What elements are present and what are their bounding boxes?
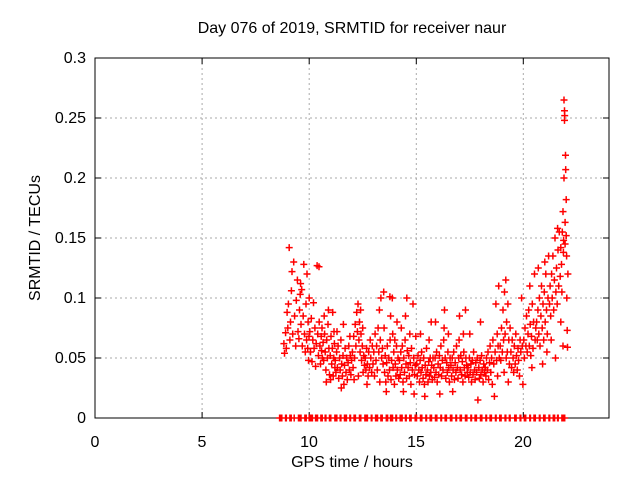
x-tick-label-5: 5: [198, 434, 207, 451]
scatter-series: [280, 96, 572, 404]
chart-title: Day 076 of 2019, SRMTID for receiver nau…: [198, 20, 507, 37]
y-tick-label-01: 0.1: [64, 290, 86, 307]
y-tick-labels: 0 0.05 0.1 0.15 0.2 0.25 0.3: [55, 50, 86, 427]
grid-lines: [95, 58, 609, 418]
x-tick-label-0: 0: [91, 434, 100, 451]
x-tick-labels: 0 5 10 15 20: [91, 434, 532, 451]
x-axis-label: GPS time / hours: [291, 454, 413, 471]
y-tick-label-005: 0.05: [55, 350, 86, 367]
y-tick-label-0: 0: [77, 410, 86, 427]
y-axis-label: SRMTID / TECUs: [27, 175, 44, 301]
axis-ticks: [94, 57, 609, 419]
y-tick-label-025: 0.25: [55, 110, 86, 127]
y-tick-label-015: 0.15: [55, 230, 86, 247]
y-tick-label-03: 0.3: [64, 50, 86, 67]
zero-baseline-series: [276, 414, 569, 422]
x-tick-label-20: 20: [514, 434, 532, 451]
x-tick-label-15: 15: [407, 434, 425, 451]
y-tick-label-02: 0.2: [64, 170, 86, 187]
x-tick-label-10: 10: [300, 434, 318, 451]
